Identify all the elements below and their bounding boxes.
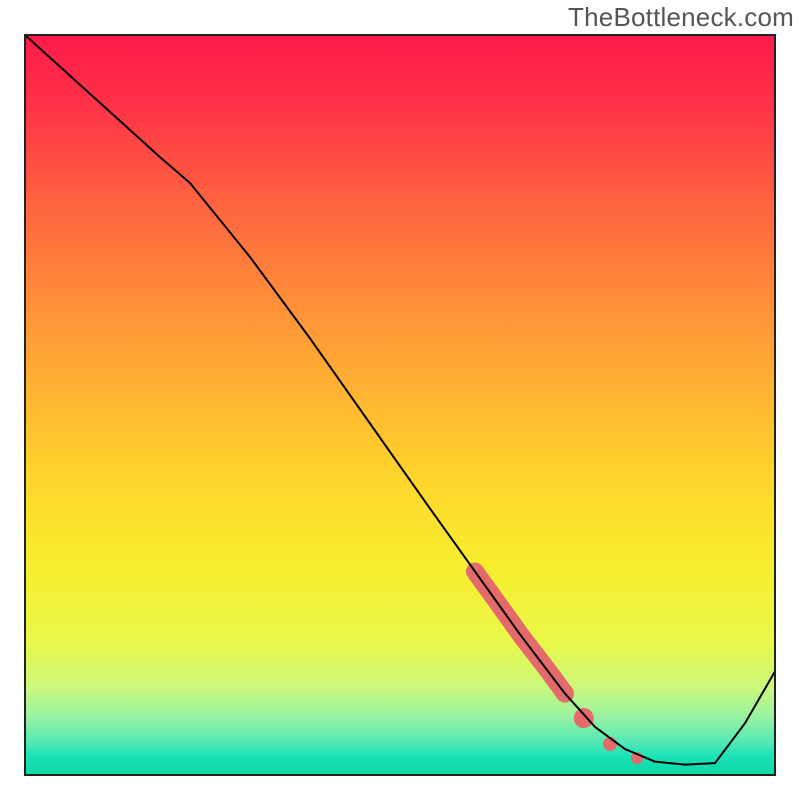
plot-background xyxy=(25,35,775,775)
marker-dot-0 xyxy=(574,708,594,728)
chart-svg xyxy=(0,0,800,800)
bottleneck-chart xyxy=(0,0,800,800)
watermark-text: TheBottleneck.com xyxy=(568,2,794,33)
